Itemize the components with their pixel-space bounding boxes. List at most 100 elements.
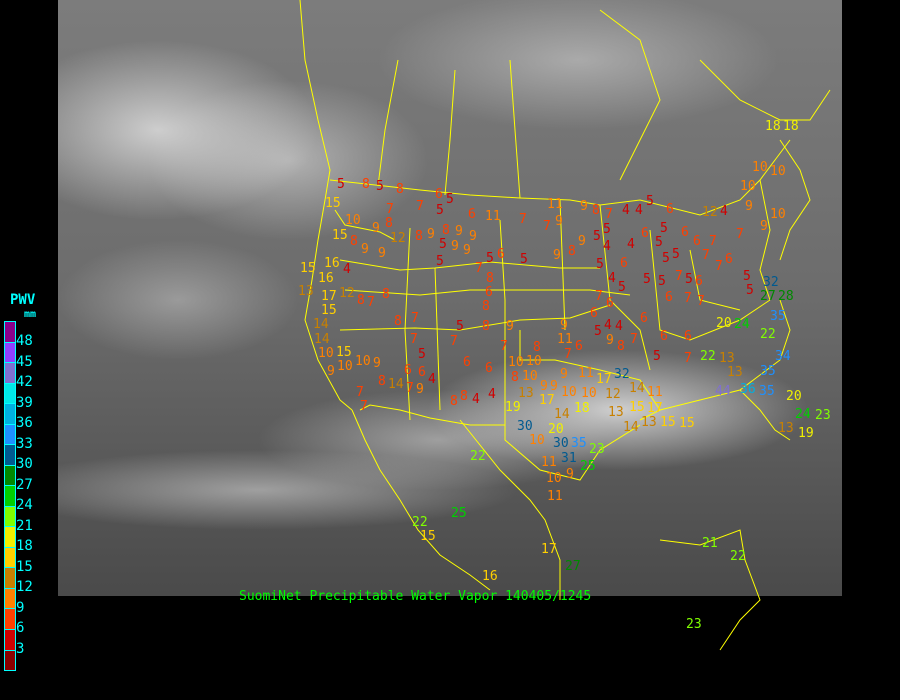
border-line bbox=[334, 209, 396, 241]
station-pwv-value: 5 bbox=[658, 274, 666, 289]
legend-label: 15 bbox=[16, 558, 33, 575]
legend-swatch bbox=[5, 506, 15, 528]
station-pwv-value: 6 bbox=[590, 306, 598, 321]
station-pwv-value: 14 bbox=[314, 332, 330, 347]
station-pwv-value: 8 bbox=[568, 244, 576, 259]
station-pwv-value: 17 bbox=[541, 542, 557, 557]
station-pwv-value: 15 bbox=[325, 196, 341, 211]
station-pwv-value: 13 bbox=[298, 284, 314, 299]
legend-swatch bbox=[5, 650, 15, 671]
station-pwv-value: 25 bbox=[451, 506, 467, 521]
station-pwv-value: 12 bbox=[605, 387, 621, 402]
station-pwv-value: 9 bbox=[553, 248, 561, 263]
station-pwv-value: 20 bbox=[548, 422, 564, 437]
station-pwv-value: 18 bbox=[765, 119, 781, 134]
station-pwv-value: 9 bbox=[455, 224, 463, 239]
legend-unit: mm bbox=[24, 309, 37, 320]
station-pwv-value: 14 bbox=[554, 407, 570, 422]
station-pwv-value: 8 bbox=[533, 340, 541, 355]
station-pwv-value: 6 bbox=[418, 365, 426, 380]
station-pwv-value: 6 bbox=[640, 311, 648, 326]
station-pwv-value: 9 bbox=[378, 246, 386, 261]
station-pwv-value: 10 bbox=[337, 359, 353, 374]
station-pwv-value: 7 bbox=[360, 399, 368, 414]
legend-label: 21 bbox=[16, 517, 33, 534]
station-pwv-value: 11 bbox=[647, 385, 663, 400]
station-pwv-value: 10 bbox=[345, 213, 361, 228]
station-pwv-value: 5 bbox=[672, 247, 680, 262]
station-pwv-value: 6 bbox=[684, 329, 692, 344]
station-pwv-value: 6 bbox=[641, 226, 649, 241]
legend-label: 3 bbox=[16, 640, 25, 657]
station-pwv-value: 11 bbox=[547, 197, 563, 212]
station-pwv-value: 10 bbox=[508, 355, 524, 370]
border-line bbox=[659, 299, 791, 411]
station-pwv-value: 6 bbox=[497, 247, 505, 262]
station-pwv-value: 6 bbox=[463, 355, 471, 370]
station-pwv-value: 5 bbox=[685, 272, 693, 287]
border-line bbox=[599, 9, 661, 181]
border-line bbox=[459, 419, 561, 600]
station-pwv-value: 4 bbox=[622, 203, 630, 218]
legend-swatch bbox=[5, 609, 15, 630]
station-pwv-value: 7 bbox=[715, 259, 723, 274]
border-line bbox=[599, 204, 651, 371]
station-pwv-value: 7 bbox=[595, 289, 603, 304]
station-pwv-value: 10 bbox=[546, 471, 562, 486]
station-pwv-value: 9 bbox=[606, 333, 614, 348]
border-line bbox=[559, 199, 566, 331]
station-pwv-value: 9 bbox=[463, 243, 471, 258]
station-pwv-value: 9 bbox=[580, 199, 588, 214]
station-pwv-value: 6 bbox=[693, 234, 701, 249]
station-pwv-value: 8 bbox=[450, 394, 458, 409]
station-pwv-value: 16 bbox=[324, 256, 340, 271]
station-pwv-value: 9 bbox=[361, 242, 369, 257]
legend-label: 48 bbox=[16, 333, 33, 350]
station-pwv-value: 22 bbox=[470, 449, 486, 464]
legend-label: 18 bbox=[16, 538, 33, 555]
station-pwv-value: 12 bbox=[339, 286, 355, 301]
station-pwv-value: 11 bbox=[541, 455, 557, 470]
station-pwv-value: 4 bbox=[603, 239, 611, 254]
station-pwv-value: 10 bbox=[581, 386, 597, 401]
station-pwv-value: 5 bbox=[436, 203, 444, 218]
border-line bbox=[659, 529, 761, 651]
border-line bbox=[299, 0, 353, 411]
station-pwv-value: 9 bbox=[566, 467, 574, 482]
station-pwv-value: 36 bbox=[740, 382, 756, 397]
station-pwv-value: 9 bbox=[550, 379, 558, 394]
border-line bbox=[377, 59, 399, 187]
station-pwv-value: 9 bbox=[451, 239, 459, 254]
legend-swatch bbox=[5, 486, 15, 507]
station-pwv-value: 18 bbox=[574, 401, 590, 416]
station-pwv-value: 7 bbox=[684, 291, 692, 306]
station-pwv-value: 18 bbox=[783, 119, 799, 134]
station-pwv-value: 15 bbox=[679, 416, 695, 431]
station-pwv-value: 7 bbox=[411, 311, 419, 326]
station-pwv-value: 5 bbox=[643, 272, 651, 287]
station-pwv-value: 8 bbox=[617, 339, 625, 354]
station-pwv-value: 4 bbox=[608, 271, 616, 286]
legend-swatch bbox=[5, 465, 15, 487]
station-pwv-value: 5 bbox=[456, 319, 464, 334]
station-pwv-value: 10 bbox=[561, 385, 577, 400]
station-pwv-value: 27 bbox=[760, 289, 776, 304]
legend-label: 30 bbox=[16, 456, 33, 473]
station-pwv-value: 8 bbox=[385, 216, 393, 231]
legend-swatch bbox=[5, 568, 15, 589]
station-pwv-value: 23 bbox=[815, 408, 831, 423]
station-pwv-value: 13 bbox=[778, 421, 794, 436]
station-pwv-value: 7 bbox=[406, 381, 414, 396]
station-pwv-value: 8 bbox=[394, 314, 402, 329]
station-pwv-value: 35 bbox=[571, 436, 587, 451]
legend-swatch bbox=[5, 363, 15, 384]
station-pwv-value: 6 bbox=[666, 202, 674, 217]
station-pwv-value: 10 bbox=[740, 179, 756, 194]
station-pwv-value: 5 bbox=[594, 324, 602, 339]
legend-swatch bbox=[5, 527, 15, 548]
station-pwv-value: 6 bbox=[725, 252, 733, 267]
station-pwv-value: 8 bbox=[378, 374, 386, 389]
legend-swatch bbox=[5, 424, 15, 446]
border-line bbox=[509, 59, 521, 199]
station-pwv-value: 5 bbox=[446, 192, 454, 207]
